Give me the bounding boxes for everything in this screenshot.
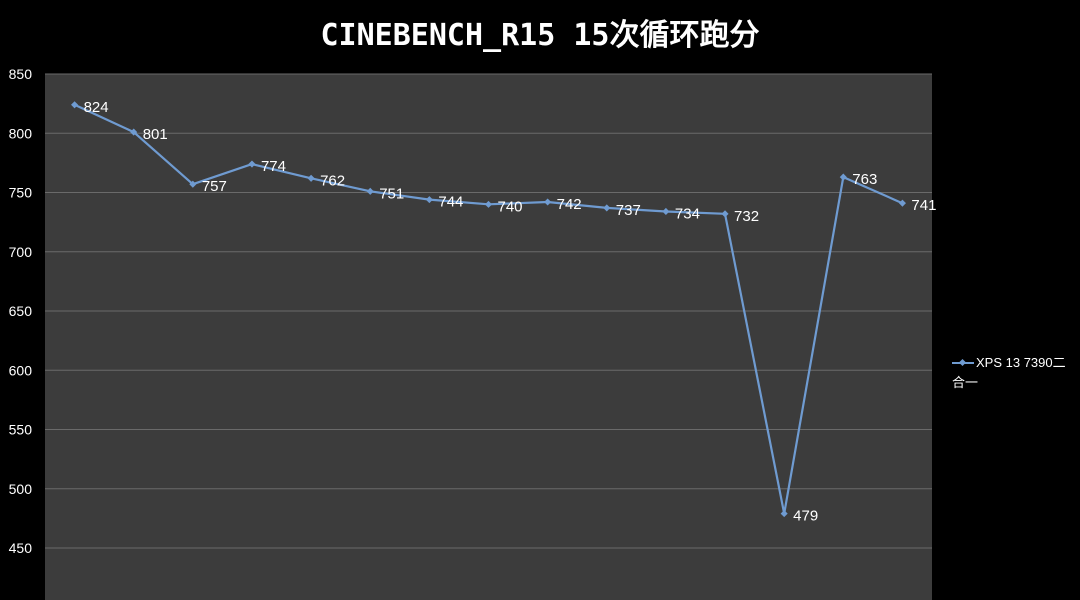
y-tick-label: 850 [9,66,33,82]
data-label: 762 [320,172,345,189]
data-point [425,196,433,204]
data-label: 763 [852,171,877,188]
legend-entry: XPS 13 7390二合一 [952,355,1066,391]
y-tick-label: 650 [9,303,33,319]
data-label: 737 [616,202,641,219]
y-tick-label: 600 [9,362,33,378]
y-tick-label: 550 [9,422,33,438]
data-point [189,180,197,188]
data-labels: 824 801 757 774 762 751 744 740 742 737 734 732 479 7… [84,99,937,525]
legend-marker-icon [952,358,974,368]
data-point [603,204,611,212]
data-label: 740 [498,198,523,215]
data-label: 742 [557,196,582,213]
data-label: 774 [261,158,286,175]
data-label: 801 [143,126,168,143]
data-point [130,128,138,136]
data-label: 751 [379,185,404,202]
y-tick-label: 450 [9,540,33,556]
y-axis-ticks: 450 500 550 600 650 700 750 800 850 [9,66,33,556]
data-point [721,210,729,218]
data-point [662,207,670,215]
data-label: 732 [734,208,759,225]
data-point [780,510,788,518]
data-label: 824 [84,99,109,116]
y-tick-label: 700 [9,244,33,260]
data-label: 734 [675,205,700,222]
data-point [71,101,79,109]
data-point [839,173,847,181]
y-tick-label: 800 [9,125,33,141]
data-point [248,160,256,168]
y-tick-label: 750 [9,185,33,201]
data-label: 479 [793,508,818,525]
data-point [898,199,906,207]
legend: XPS 13 7390二合一 [952,352,1074,392]
data-label: 741 [911,197,936,214]
data-point [307,174,315,182]
gridlines [45,73,932,549]
data-label: 744 [438,194,463,211]
data-label: 757 [202,178,227,195]
y-tick-label: 500 [9,481,33,497]
data-point [366,187,374,195]
data-point [544,198,552,206]
series-layer [71,101,906,518]
data-point [484,200,493,208]
chart-title: CINEBENCH_R15 15次循环跑分 [320,18,760,53]
